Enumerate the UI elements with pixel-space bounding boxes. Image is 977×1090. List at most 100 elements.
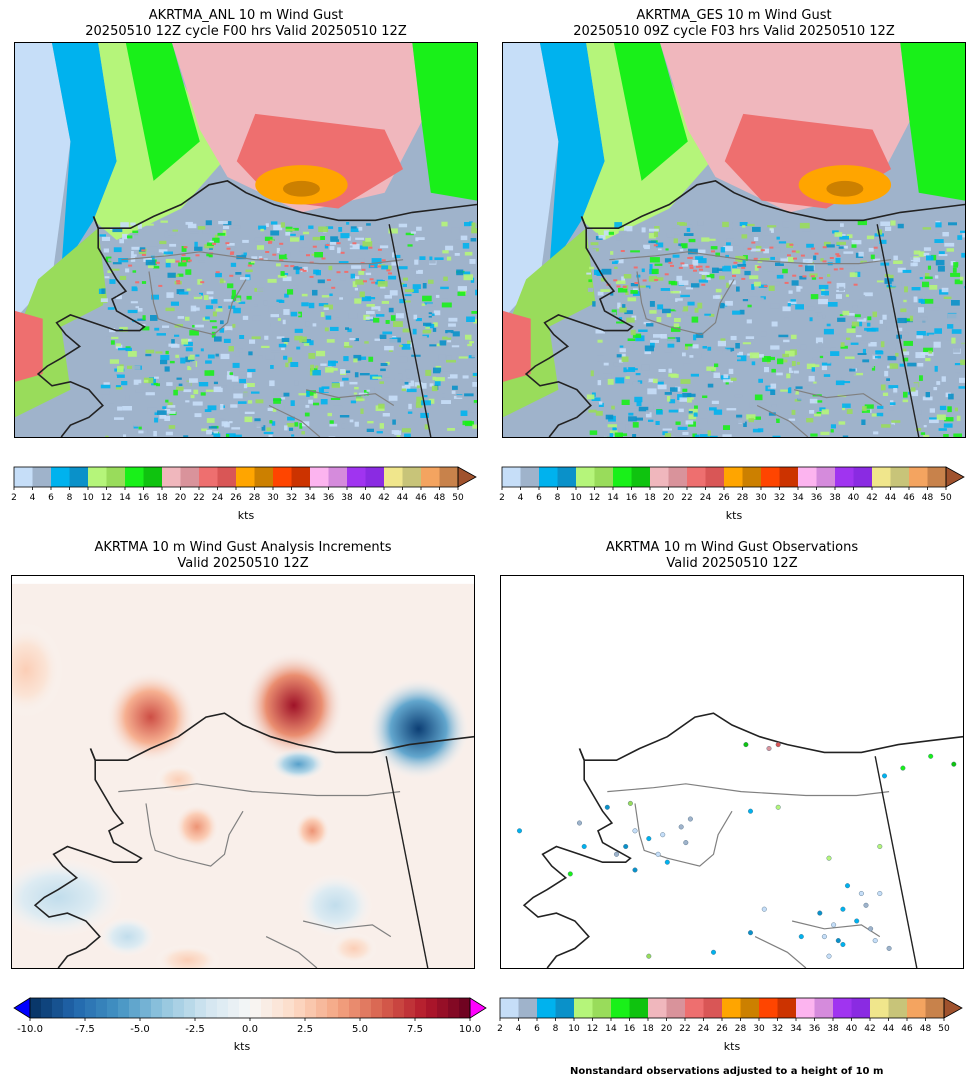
colorbar-tick-label: 40 xyxy=(848,493,860,503)
colorbar-swatch xyxy=(52,998,64,1018)
colorbar-swatch xyxy=(294,998,306,1018)
colorbar-swatch xyxy=(439,467,458,487)
colorbar-swatch xyxy=(14,467,33,487)
observation-marker xyxy=(831,922,837,928)
colorbar-swatch xyxy=(872,467,891,487)
colorbar-tick-label: 30 xyxy=(753,1024,765,1034)
colorbar-tick-label: 16 xyxy=(138,493,150,503)
colorbar-tick-label: 20 xyxy=(175,493,187,503)
observation-marker xyxy=(581,844,587,850)
colorbar-extend-low xyxy=(13,997,31,1019)
colorbar-swatch xyxy=(305,998,317,1018)
colorbar-swatch xyxy=(574,998,593,1018)
colorbar-swatch xyxy=(74,998,86,1018)
observation-marker xyxy=(826,953,832,959)
colorbar-tick-label: -7.5 xyxy=(75,1024,95,1035)
colorbar-swatch xyxy=(415,998,427,1018)
ges-colorbar-units: kts xyxy=(725,509,743,522)
colorbar-swatch xyxy=(816,467,835,487)
colorbar-swatch xyxy=(338,998,350,1018)
anl-title-line2: 20250510 12Z cycle F00 hrs Valid 2025051… xyxy=(85,24,407,39)
colorbar-swatch xyxy=(283,998,295,1018)
colorbar-tick-label: 44 xyxy=(883,1024,895,1034)
colorbar-swatch xyxy=(557,467,576,487)
colorbar-tick-label: 50 xyxy=(938,1024,950,1034)
colorbar-swatch xyxy=(206,998,218,1018)
observation-marker xyxy=(627,800,633,806)
colorbar-swatch xyxy=(909,467,928,487)
colorbar-tick-label: 10 xyxy=(570,493,582,503)
colorbar-tick-label: 2 xyxy=(11,493,17,503)
colorbar-swatch xyxy=(228,998,240,1018)
colorbar-swatch xyxy=(195,998,207,1018)
observation-marker xyxy=(604,804,610,810)
increment-contour xyxy=(243,650,345,761)
anl-title: AKRTMA_ANL 10 m Wind Gust 20250510 12Z c… xyxy=(14,8,478,40)
colorbar-tick-label: 36 xyxy=(811,493,823,503)
international-border xyxy=(388,224,432,437)
inc-title-line1: AKRTMA 10 m Wind Gust Analysis Increment… xyxy=(94,540,392,555)
colorbar-swatch xyxy=(421,467,440,487)
colorbar-tick-label: 34 xyxy=(304,493,316,503)
colorbar-tick-label: 32 xyxy=(774,493,785,503)
colorbar-tick-label: 22 xyxy=(193,493,204,503)
colorbar-tick-label: 12 xyxy=(101,493,112,503)
colorbar-swatch xyxy=(576,467,595,487)
observation-marker xyxy=(854,918,860,924)
observation-marker xyxy=(664,859,670,865)
colorbar-tick-label: 10.0 xyxy=(459,1024,481,1035)
boundary-line xyxy=(636,271,735,336)
colorbar-tick-label: 30 xyxy=(755,493,767,503)
inc-title-line2: Valid 20250510 12Z xyxy=(177,556,309,571)
colorbar-swatch xyxy=(870,998,889,1018)
observation-marker xyxy=(747,930,753,936)
colorbar-swatch xyxy=(742,467,761,487)
colorbar-extend-high xyxy=(469,997,487,1019)
colorbar-swatch xyxy=(291,467,310,487)
colorbar-tick-label: 4 xyxy=(30,493,36,503)
colorbar-tick-label: 28 xyxy=(735,1024,747,1034)
colorbar-swatch xyxy=(143,467,162,487)
colorbar-tick-label: 24 xyxy=(212,493,224,503)
observation-marker xyxy=(766,745,772,751)
colorbar-swatch xyxy=(537,998,556,1018)
colorbar-tick-label: 38 xyxy=(829,493,841,503)
anl-colorbar: 2 4 6 8 10 12 14 16 18 20 22 24 26 28 30 32 34 36 38 40 42 44… xyxy=(11,466,480,507)
coastline xyxy=(580,180,965,229)
observation-marker xyxy=(928,753,934,759)
colorbar-tick-label: 12 xyxy=(589,493,600,503)
colorbar-tick-label: 4 xyxy=(518,493,524,503)
colorbar-swatch xyxy=(384,467,403,487)
colorbar-tick-label: 6 xyxy=(536,493,542,503)
colorbar-swatch xyxy=(518,998,537,1018)
colorbar-swatch xyxy=(685,998,704,1018)
colorbar-swatch xyxy=(162,998,174,1018)
colorbar-tick-label: 24 xyxy=(700,493,712,503)
colorbar-tick-label: 40 xyxy=(846,1024,858,1034)
international-border xyxy=(876,224,920,437)
coastline xyxy=(36,216,146,437)
colorbar-swatch xyxy=(382,998,394,1018)
colorbar-swatch xyxy=(835,467,854,487)
coastline xyxy=(522,748,632,968)
observation-marker xyxy=(687,816,693,822)
colorbar-tick-label: 22 xyxy=(679,1024,690,1034)
colorbar-swatch xyxy=(687,467,706,487)
colorbar-tick-label: 48 xyxy=(922,493,934,503)
observation-marker xyxy=(798,934,804,940)
observation-map xyxy=(500,575,964,969)
colorbar-swatch xyxy=(327,998,339,1018)
observation-marker xyxy=(872,938,878,944)
colorbar-tick-label: 10 xyxy=(568,1024,580,1034)
colorbar-swatch xyxy=(151,998,163,1018)
observation-marker xyxy=(761,906,767,912)
colorbar-swatch xyxy=(360,998,372,1018)
observation-marker xyxy=(743,742,749,748)
colorbar-tick-label: 36 xyxy=(323,493,335,503)
observation-marker xyxy=(655,851,661,857)
colorbar-tick-label: 26 xyxy=(718,493,730,503)
boundary-line xyxy=(265,936,318,968)
colorbar-swatch xyxy=(217,998,229,1018)
increment-contour xyxy=(173,803,220,851)
colorbar-swatch xyxy=(107,998,119,1018)
